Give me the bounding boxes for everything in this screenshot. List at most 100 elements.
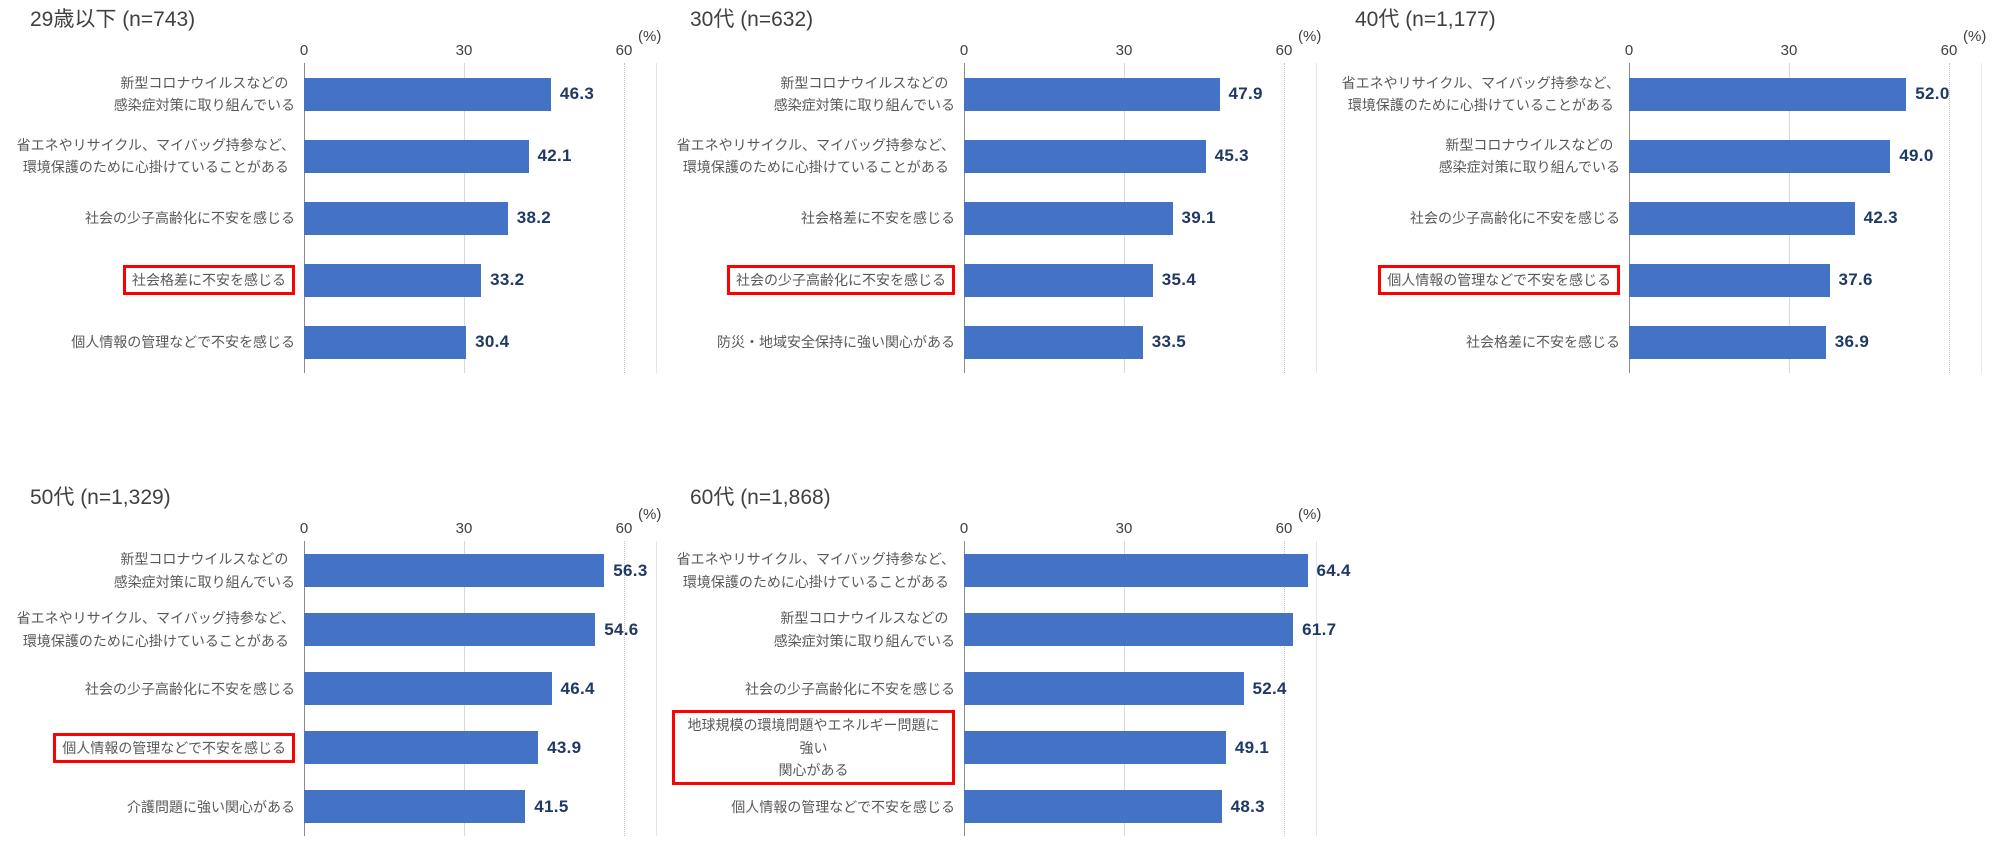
gridline-60 [624,541,625,837]
axis-tick-label: 0 [1624,42,1634,60]
category-label-cell: 省エネやリサイクル、マイバッグ持参など、 環境保護のために心掛けていることがある [672,134,964,179]
axis-ticks: 0 30 60 (%) [1625,28,1987,61]
bar-row: 新型コロナウイルスなどの 感染症対策に取り組んでいる 56.3 [12,541,660,600]
bar-row: 社会格差に不安を感じる 33.2 [12,249,660,311]
chart-body: 0 30 60 (%) 省エネやリサイクル、マイバッグ持参など、 環境保護のために心掛け… [672,506,1350,837]
axis-tick-label: 60 [1940,42,1958,60]
bar-rows: 新型コロナウイルスなどの 感染症対策に取り組んでいる 46.3 省エネやリサイクル、… [12,63,660,374]
bar [964,325,1143,359]
axis-ticks: 0 30 60 (%) [300,506,662,539]
bar [304,731,539,765]
chart-panel-60s: 60代 (n=1,868) 0 30 60 (%) 省エネやリサイクル、マイバッグ持参な… [672,480,1350,837]
axis-tick-label: 0 [959,520,969,538]
bar-track: 33.2 [304,249,660,311]
bar-track: 42.3 [1629,187,1992,249]
gridline-60 [1949,63,1950,374]
value-label: 41.5 [534,796,569,816]
bar-track: 56.3 [304,541,660,600]
value-label: 30.4 [475,332,510,352]
value-label: 49.0 [1899,146,1934,166]
plot-right-border [1316,63,1317,374]
bar-track: 49.0 [1629,125,1992,187]
bar-row: 社会格差に不安を感じる 36.9 [1337,311,1992,373]
bar-track: 54.6 [304,600,660,659]
value-label: 38.2 [516,208,551,228]
axis-tick-label: 60 [615,42,633,60]
axis-tick-label: 60 [1275,520,1293,538]
category-label-cell: 介護問題に強い関心がある [12,796,304,818]
bar-row: 社会の少子高齢化に不安を感じる 46.4 [12,659,660,718]
percent-unit-label: (%) [1963,28,1987,46]
category-label-cell: 社会の少子高齢化に不安を感じる [12,207,304,229]
bar-row: 新型コロナウイルスなどの 感染症対策に取り組んでいる 47.9 [672,63,1320,125]
bar-rows: 新型コロナウイルスなどの 感染症対策に取り組んでいる 47.9 省エネやリサイクル、… [672,63,1320,374]
bar [1629,201,1855,235]
value-label: 49.1 [1234,737,1270,757]
value-label: 52.0 [1915,84,1950,104]
category-label-cell: 個人情報の管理などで不安を感じる [12,732,304,763]
category-label: 新型コロナウイルスなどの 感染症対策に取り組んでいる [113,74,295,114]
category-label-cell: 新型コロナウイルスなどの 感染症対策に取り組んでいる [672,72,964,117]
bar-track: 41.5 [304,777,660,836]
value-label: 33.2 [490,270,525,290]
value-label: 37.6 [1838,270,1873,290]
highlighted-category-label: 個人情報の管理などで不安を感じる [1378,265,1620,296]
category-label: 個人情報の管理などで不安を感じる [731,798,955,815]
category-label-cell: 新型コロナウイルスなどの 感染症対策に取り組んでいる [672,607,964,652]
category-label-cell: 省エネやリサイクル、マイバッグ持参など、 環境保護のために心掛けていることがある [12,134,304,179]
bar-row: 介護問題に強い関心がある 41.5 [12,777,660,836]
chart-panel-under-29: 29歳以下 (n=743) 0 30 60 (%) 新型コロナウイルスなどの 感染症対策… [12,2,662,374]
bar-track: 33.5 [964,311,1320,373]
plot-right-border [1316,541,1317,837]
axis-ticks: 0 30 60 (%) [960,28,1322,61]
category-label-cell: 社会格差に不安を感じる [1337,331,1629,353]
bar [964,790,1222,824]
bar-track: 61.7 [964,600,1336,659]
category-label: 社会の少子高齢化に不安を感じる [85,210,295,227]
bar-track: 64.4 [964,541,1351,600]
value-label: 46.3 [559,84,595,104]
bar-track: 46.4 [304,659,660,718]
bar-row: 個人情報の管理などで不安を感じる 48.3 [672,777,1320,836]
chart-panel-40s: 40代 (n=1,177) 0 30 60 (%) 省エネやリサイクル、マイバッグ持参な… [1337,2,1992,374]
axis-tick-label: 30 [1780,42,1798,60]
bar [964,263,1153,297]
category-label: 新型コロナウイルスなどの 感染症対策に取り組んでいる [113,551,295,590]
category-label-cell: 新型コロナウイルスなどの 感染症対策に取り組んでいる [1337,134,1629,179]
bar [1629,77,1907,111]
bar [964,731,1226,765]
chart-body: 0 30 60 (%) 新型コロナウイルスなどの 感染症対策に取り組んでいる 46.3 省エ… [12,28,662,374]
highlighted-category-label: 個人情報の管理などで不安を感じる [53,732,295,763]
percent-unit-label: (%) [1298,28,1322,46]
bar-track: 42.1 [304,125,660,187]
value-label: 47.9 [1228,84,1263,104]
bar-row: 新型コロナウイルスなどの 感染症対策に取り組んでいる 49.0 [1337,125,1992,187]
bar [304,613,596,647]
value-label: 46.4 [560,678,595,698]
bar-row: 社会の少子高齢化に不安を感じる 35.4 [672,249,1320,311]
axis-ticks: 0 30 60 (%) [300,28,662,61]
category-label-cell: 社会の少子高齢化に不安を感じる [1337,207,1629,229]
plot-right-border [1981,63,1982,374]
bar [304,201,508,235]
value-label: 39.1 [1181,208,1216,228]
category-label-cell: 防災・地域安全保持に強い関心がある [672,331,964,353]
category-label: 社会格差に不安を感じる [1466,334,1620,351]
value-label: 33.5 [1151,332,1186,352]
axis-tick-label: 0 [299,42,309,60]
chart-panel-30s: 30代 (n=632) 0 30 60 (%) 新型コロナウイルスなどの 感染症対策に取… [672,2,1322,374]
bar-row: 省エネやリサイクル、マイバッグ持参など、 環境保護のために心掛けていることがある… [12,600,660,659]
bar-row: 省エネやリサイクル、マイバッグ持参など、 環境保護のために心掛けていることがある… [12,125,660,187]
bar-track: 35.4 [964,249,1320,311]
category-label-cell: 社会格差に不安を感じる [12,265,304,296]
category-label-cell: 個人情報の管理などで不安を感じる [672,796,964,818]
category-label: 省エネやリサイクル、マイバッグ持参など、 環境保護のために心掛けていることがある [676,136,955,176]
category-label: 新型コロナウイルスなどの 感染症対策に取り組んでいる [1438,136,1620,176]
value-label: 43.9 [547,737,582,757]
chart-body: 0 30 60 (%) 省エネやリサイクル、マイバッグ持参など、 環境保護のために心掛け… [1337,28,1992,374]
value-label: 54.6 [604,619,639,639]
bar-rows: 省エネやリサイクル、マイバッグ持参など、 環境保護のために心掛けていることがある… [672,541,1350,837]
category-label: 新型コロナウイルスなどの 感染症対策に取り組んでいる [773,74,955,114]
bar [964,201,1173,235]
